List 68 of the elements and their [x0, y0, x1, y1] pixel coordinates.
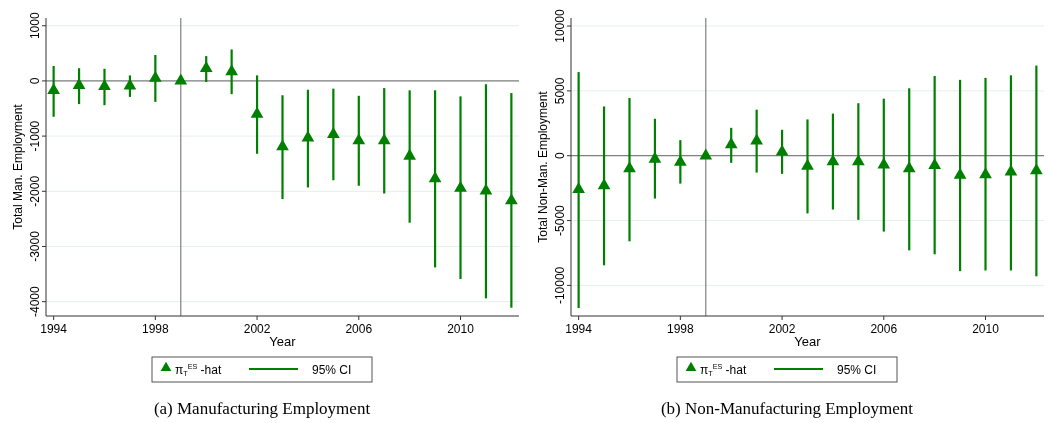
x-axis-title: Year — [794, 334, 822, 349]
point — [174, 73, 188, 85]
y-tick-label: 10000 — [553, 9, 567, 43]
point — [479, 183, 493, 195]
point — [928, 158, 942, 170]
point — [505, 193, 518, 205]
x-tick-label: 2006 — [345, 322, 373, 336]
point — [623, 161, 636, 173]
y-tick-label: -1000 — [28, 120, 42, 152]
point — [148, 70, 162, 82]
point — [352, 133, 366, 145]
y-tick-label: -10000 — [553, 266, 567, 305]
point — [902, 161, 916, 173]
point — [572, 182, 585, 194]
text: 95% CI — [837, 363, 877, 377]
point — [199, 60, 213, 72]
point — [72, 77, 86, 89]
y-axis-title: Total Non-Man. Employment — [536, 90, 550, 243]
point — [877, 157, 891, 169]
point — [699, 148, 713, 160]
text: (b) Non-Manufacturing Employment — [660, 399, 914, 418]
y-tick-label: -4000 — [28, 285, 42, 317]
point — [673, 154, 687, 166]
point — [775, 144, 789, 156]
x-axis-title: Year — [269, 334, 297, 349]
text: 95% CI — [312, 363, 352, 377]
point — [123, 78, 137, 90]
point — [403, 148, 417, 160]
point — [953, 167, 967, 179]
y-tick-label: 0 — [553, 152, 567, 160]
point — [1030, 163, 1043, 175]
point — [597, 178, 611, 190]
point — [276, 139, 289, 151]
y-tick-label: -5000 — [553, 204, 567, 236]
y-tick-label: 1000 — [28, 12, 42, 40]
x-tick-label: 2002 — [243, 322, 271, 336]
x-tick-label: 1998 — [142, 322, 170, 336]
y-tick-label: 5000 — [553, 77, 567, 105]
x-tick-label: 1994 — [40, 322, 68, 336]
x-tick-label: 1998 — [667, 322, 695, 336]
y-tick-label: -2000 — [28, 175, 42, 207]
x-tick-label: 1994 — [565, 322, 593, 336]
point — [454, 180, 467, 192]
point — [852, 154, 865, 166]
legend-label: π$_{T}$$^{ES}$ -hat — [175, 362, 222, 378]
point — [327, 127, 340, 139]
x-tick-label: 2010 — [447, 322, 475, 336]
point — [428, 171, 442, 183]
point — [979, 167, 992, 179]
y-axis-title: Total Man. Employment — [11, 103, 25, 230]
legend-label: π$_{T}$$^{ES}$ -hat — [700, 362, 747, 378]
point — [1004, 164, 1018, 176]
x-tick-label: 2002 — [768, 322, 796, 336]
point — [377, 133, 391, 145]
point — [750, 133, 763, 145]
point — [225, 64, 238, 76]
point — [826, 154, 840, 166]
point — [250, 106, 264, 118]
text: (a) Manufacturing Employment — [153, 399, 371, 418]
point — [801, 158, 814, 170]
point — [301, 130, 315, 142]
y-tick-label: 0 — [28, 77, 42, 85]
x-tick-label: 2010 — [972, 322, 1000, 336]
point — [724, 137, 738, 149]
y-tick-label: -3000 — [28, 230, 42, 262]
x-tick-label: 2006 — [870, 322, 898, 336]
point — [648, 151, 662, 163]
point — [98, 79, 111, 91]
